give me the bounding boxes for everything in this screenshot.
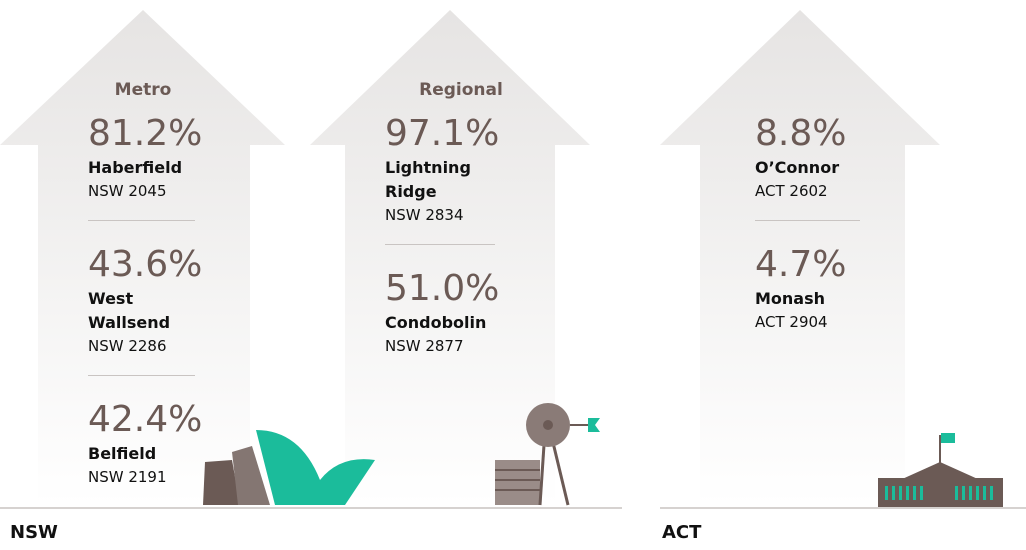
postcode: NSW 2045 — [88, 180, 200, 203]
percentage: 51.0% — [385, 267, 500, 311]
postcode: ACT 2602 — [755, 180, 865, 203]
divider — [88, 220, 195, 221]
divider — [755, 220, 860, 221]
suburb: O’Connor — [755, 156, 865, 180]
section-label: NSW — [10, 522, 58, 543]
percentage: 81.2% — [88, 112, 200, 156]
suburb: Lightning Ridge — [385, 156, 500, 204]
suburb: Monash — [755, 287, 865, 311]
suburb: Haberfield — [88, 156, 200, 180]
postcode: NSW 2877 — [385, 335, 500, 358]
postcode: ACT 2904 — [755, 311, 865, 334]
divider — [88, 375, 195, 376]
postcode: NSW 2191 — [88, 466, 200, 489]
percentage: 43.6% — [88, 243, 200, 287]
percentage: 8.8% — [755, 112, 865, 156]
percentage: 42.4% — [88, 398, 200, 442]
divider — [385, 244, 495, 245]
suburb: West Wallsend — [88, 287, 200, 335]
percentage: 97.1% — [385, 112, 500, 156]
suburb: Belfield — [88, 442, 200, 466]
suburb: Condobolin — [385, 311, 500, 335]
section-label: ACT — [662, 522, 701, 543]
arrow-heading: Metro — [73, 80, 213, 100]
postcode: NSW 2834 — [385, 204, 500, 227]
percentage: 4.7% — [755, 243, 865, 287]
arrow-heading: Regional — [391, 80, 531, 100]
postcode: NSW 2286 — [88, 335, 200, 358]
page: NSW ACT (() => { const data = JSON.parse… — [0, 0, 1026, 550]
